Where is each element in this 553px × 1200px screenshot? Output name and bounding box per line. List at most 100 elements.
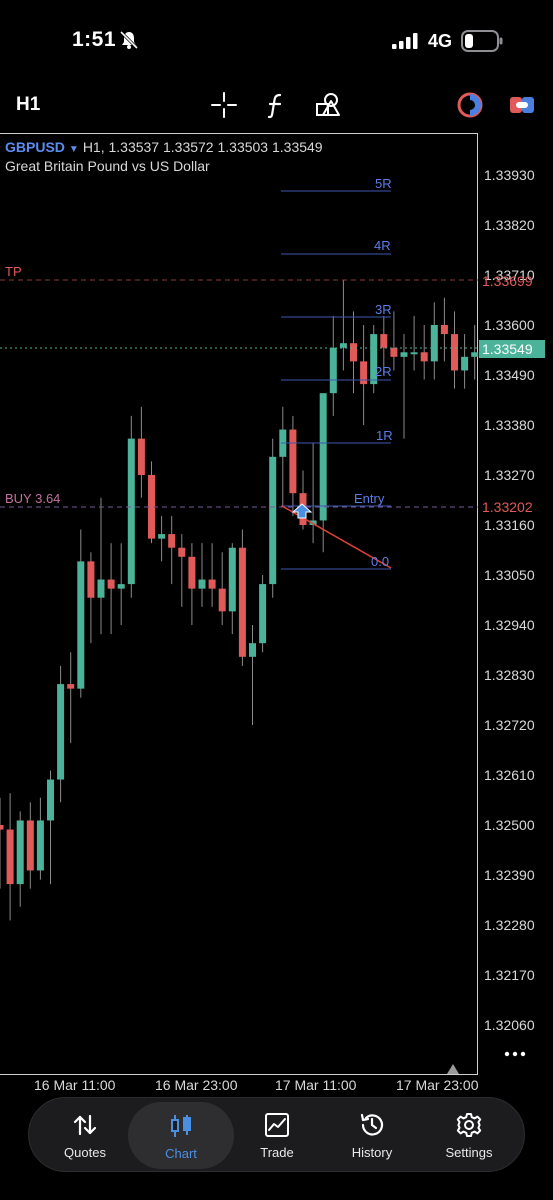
- candle-bear: [148, 475, 155, 539]
- price-axis-label: 1.32390: [484, 867, 535, 883]
- candle-bull: [228, 547, 236, 612]
- quotes-arrows-icon: [73, 1114, 97, 1136]
- more-options-icon[interactable]: [503, 1044, 527, 1064]
- price-axis-label: 1.32170: [484, 967, 535, 983]
- bell-muted-icon: [119, 30, 139, 50]
- nav-label: Settings: [445, 1145, 493, 1160]
- candle-bull: [127, 438, 135, 585]
- candle-bull: [47, 779, 54, 821]
- candle-bull: [339, 343, 347, 348]
- nav-label: Quotes: [64, 1145, 106, 1160]
- price-axis-label: 1.33380: [484, 417, 535, 433]
- symbol-description: Great Britain Pound vs US Dollar: [5, 158, 210, 174]
- nav-history[interactable]: History: [324, 1098, 420, 1173]
- candle-bear: [178, 547, 186, 557]
- one-click-trading-icon[interactable]: [508, 91, 536, 119]
- candle-bear: [87, 561, 95, 598]
- candle-bull: [57, 684, 65, 780]
- symbol-header[interactable]: GBPUSD ▼ H1, 1.33537 1.33572 1.33503 1.335…: [5, 139, 323, 155]
- price-axis-label: 1.33050: [484, 567, 535, 583]
- chart-area[interactable]: [0, 133, 478, 1075]
- candle-bull: [249, 643, 256, 657]
- price-axis-label: 1.32060: [484, 1017, 535, 1033]
- candle-bear: [238, 547, 246, 657]
- candle-bull: [97, 579, 105, 598]
- timeframe-button[interactable]: H1: [16, 94, 41, 115]
- symbol-dropdown-icon[interactable]: ▼: [68, 144, 79, 155]
- price-axis-label: 1.33820: [484, 217, 535, 233]
- objects-icon[interactable]: [314, 91, 342, 119]
- candle-bear: [0, 825, 4, 830]
- candle-bear: [188, 556, 196, 589]
- price-axis-label: 1.32610: [484, 767, 535, 783]
- status-time: 1:51: [72, 28, 117, 51]
- trade-chart-icon: [265, 1113, 289, 1137]
- candle-bear: [67, 684, 75, 689]
- symbol-ohlc: H1, 1.33537 1.33572 1.33503 1.33549: [82, 139, 323, 155]
- tp-price-tag: 1.33699: [482, 273, 533, 289]
- crosshair-icon[interactable]: [210, 91, 238, 119]
- chart-color-icon[interactable]: [456, 91, 484, 119]
- candle-bear: [6, 829, 14, 885]
- price-axis-label: 1.33160: [484, 517, 535, 533]
- nav-settings[interactable]: Settings: [421, 1098, 517, 1173]
- settings-gear-icon: [456, 1113, 482, 1137]
- candle-bull: [269, 456, 277, 585]
- candle-bull: [329, 347, 337, 394]
- price-axis-label: 1.33600: [484, 317, 535, 333]
- trade-levels: [0, 190, 478, 570]
- bottom-navigation: Quotes Chart Trade History: [28, 1097, 525, 1172]
- history-clock-icon: [360, 1113, 384, 1136]
- r-label-2r: 2R: [375, 364, 392, 379]
- price-axis-label: 1.32280: [484, 917, 535, 933]
- price-axis-label: 1.32720: [484, 717, 535, 733]
- nav-trade[interactable]: Trade: [229, 1098, 325, 1173]
- candle-bull: [16, 820, 24, 885]
- candle-bull: [117, 584, 125, 589]
- tp-label: TP: [5, 264, 22, 279]
- price-axis-label: 1.33710: [484, 267, 535, 283]
- r-label-3r: 3R: [375, 302, 392, 317]
- scroll-end-icon[interactable]: [447, 1064, 459, 1074]
- symbol-name[interactable]: GBPUSD: [5, 139, 65, 155]
- candle-bull: [430, 325, 438, 362]
- buy-order-label[interactable]: BUY 3.64: [5, 491, 61, 506]
- time-label: 16 Mar 23:00: [155, 1077, 238, 1093]
- price-axis-label: 1.33270: [484, 467, 535, 483]
- battery-icon: [461, 30, 503, 52]
- candle-bull: [319, 393, 327, 521]
- chart-toolbar: H1: [0, 85, 553, 125]
- cellular-signal-icon: [392, 33, 418, 49]
- candle-bear: [137, 438, 145, 475]
- candle-bull: [77, 561, 85, 689]
- candle-bear: [218, 588, 226, 612]
- candle-bear: [26, 820, 34, 871]
- time-label: 17 Mar 23:00: [396, 1077, 479, 1093]
- candle-bear: [440, 325, 448, 335]
- current-price-tag: 1.33549: [479, 340, 545, 358]
- candle-bull: [158, 534, 166, 539]
- r-label-5r: 5R: [375, 176, 392, 191]
- r-label-1r: 1R: [376, 428, 393, 443]
- r-label-zero: 0.0: [371, 554, 390, 569]
- nav-label: Trade: [260, 1145, 294, 1160]
- candle-bull: [400, 352, 408, 357]
- buy-arrow-icon: [291, 503, 313, 519]
- candle-bear: [380, 334, 388, 348]
- network-type: 4G: [428, 31, 453, 51]
- nav-label: History: [351, 1145, 393, 1160]
- time-label: 17 Mar 11:00: [275, 1077, 357, 1093]
- nav-chart[interactable]: Chart: [128, 1102, 234, 1169]
- candle-bear: [451, 334, 458, 371]
- r-label-4r: 4R: [374, 238, 391, 253]
- candle-bull: [198, 579, 206, 589]
- indicator-f-icon[interactable]: [262, 91, 290, 119]
- candle-bull: [309, 520, 317, 525]
- chart-candles-icon: [171, 1115, 191, 1137]
- nav-quotes[interactable]: Quotes: [37, 1098, 133, 1173]
- buy-price-tag: 1.33202: [482, 499, 533, 515]
- price-axis-label: 1.32940: [484, 617, 535, 633]
- candle-bull: [410, 352, 418, 355]
- time-label: 16 Mar 11:00: [34, 1077, 116, 1093]
